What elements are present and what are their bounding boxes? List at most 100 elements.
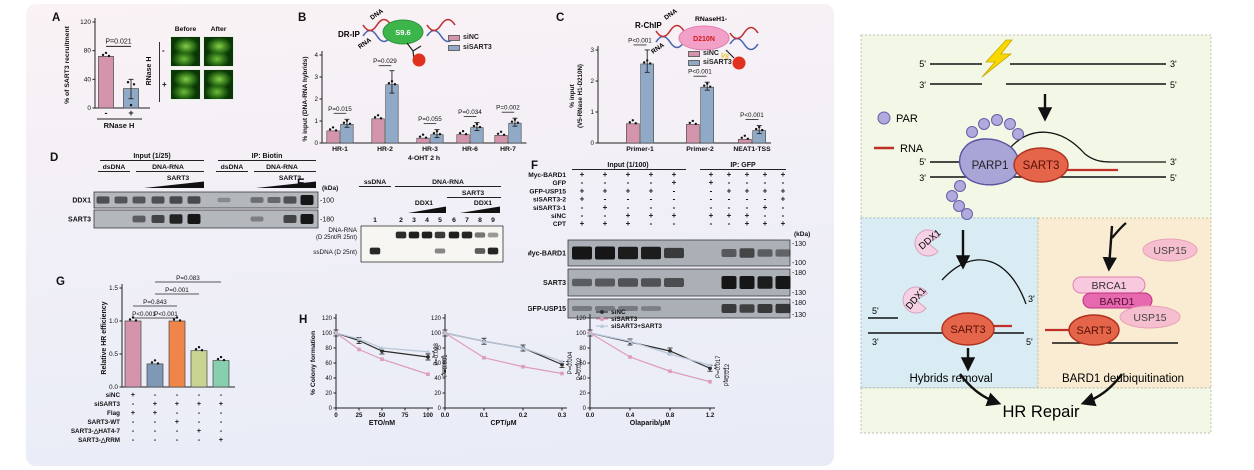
condition-sign: - — [176, 390, 179, 399]
condition-sign: - — [746, 178, 749, 187]
condition-sign: - — [220, 426, 223, 435]
data-point — [740, 136, 743, 139]
protein-band — [618, 305, 638, 312]
condition-sign: + — [649, 211, 654, 220]
y-axis-label: % input — [569, 83, 576, 107]
protein-band — [721, 276, 737, 289]
data-point — [356, 336, 362, 341]
par-icon — [991, 114, 1003, 126]
y-tick-label: 40 — [325, 376, 332, 382]
condition-sign: + — [219, 399, 224, 408]
blot-group-header: Input (1/25) — [133, 153, 170, 160]
data-point — [216, 357, 220, 361]
bar — [212, 360, 230, 388]
y-tick-label: 20 — [325, 391, 332, 397]
y-tick-label: 0 — [314, 140, 318, 147]
condition-sign: + — [709, 170, 714, 179]
strand-label: 3' — [919, 80, 926, 90]
protein-band — [114, 196, 128, 204]
data-point — [387, 82, 391, 85]
condition-sign: - — [710, 186, 713, 195]
lane-number: 5 — [438, 217, 442, 224]
data-point — [132, 83, 136, 86]
lightning-icon — [981, 39, 1013, 78]
strand-label: 3' — [1170, 59, 1177, 69]
p-value-label: P=0.002 — [496, 105, 520, 112]
condition-sign: + — [781, 186, 786, 195]
protein-band — [187, 196, 201, 204]
p-value-label: P=0.012 — [725, 363, 731, 386]
data-point — [464, 132, 468, 136]
protein-band — [775, 303, 791, 314]
y-tick-label: 40 — [434, 376, 441, 382]
protein-band — [151, 196, 165, 204]
dna-label: DNA — [663, 8, 679, 22]
blot-row-label: Myc-BARD1 — [528, 251, 566, 258]
legend-marker — [600, 317, 604, 321]
kda-marker: -180 — [792, 300, 806, 307]
data-line — [444, 332, 563, 375]
condition-sign: + — [745, 211, 750, 220]
rnaseh1-blob — [678, 25, 730, 51]
protein-band — [461, 231, 473, 239]
protein-band — [369, 247, 381, 255]
brca1-label: BRCA1 — [1091, 280, 1126, 292]
condition-sign: - — [728, 195, 731, 204]
condition-sign: + — [727, 211, 732, 220]
y-tick-label: 2 — [590, 78, 594, 85]
data-point — [194, 348, 198, 351]
rchip-schematic: R-ChIP DNA RNA RNaseH1- D210N V5 — [635, 8, 759, 70]
protein-band — [187, 214, 201, 224]
legend-sinc: siNC — [688, 50, 719, 57]
bar — [686, 124, 700, 144]
bar — [190, 350, 208, 388]
data-point — [222, 358, 226, 362]
bead-icon — [732, 56, 746, 70]
x-tick-label: 25 — [356, 413, 363, 419]
protein-band — [641, 278, 661, 287]
condition-sign: + — [763, 186, 768, 195]
p-value-label: P=0.002 — [577, 357, 583, 380]
par-icon — [978, 118, 990, 130]
dna-helix-icon — [655, 24, 685, 38]
par-icon — [946, 190, 958, 202]
data-line — [335, 332, 429, 375]
condition-sign: + — [175, 417, 180, 426]
protein-band — [739, 276, 755, 289]
condition-label: SART3-△RRM — [78, 437, 120, 444]
protein-band — [572, 278, 592, 287]
data-point — [426, 372, 430, 377]
condition-sign: + — [153, 408, 158, 417]
x-tick-label: HR-1 — [332, 146, 348, 153]
condition-sign: + — [763, 203, 768, 212]
kda-marker: -180 — [320, 217, 334, 224]
data-line — [589, 332, 711, 366]
panel-label-c: C — [556, 12, 565, 24]
hr-repair-arrow — [1080, 373, 1123, 407]
x-tick-label: 100 — [423, 413, 434, 419]
p-value-label: P=0.083 — [176, 275, 200, 282]
p-value-label: P=0.034 — [458, 109, 482, 116]
condition-sign: - — [650, 178, 653, 187]
sart3-label: SART3 — [1076, 325, 1111, 337]
gel-row-label: ssDNA (D 25nt) — [313, 249, 357, 256]
condition-sign: + — [580, 186, 585, 195]
data-point — [129, 103, 133, 107]
gel-row-label: DNA-RNA — [328, 227, 357, 234]
protein-band — [775, 249, 791, 257]
condition-sign: - — [198, 408, 201, 417]
legend-sisart3: siSART3 — [448, 44, 492, 51]
par-icon — [1012, 128, 1024, 140]
legend-label: siSART3+SART3 — [611, 323, 662, 330]
y-tick-label: 80 — [579, 346, 586, 352]
y-tick-label: 100 — [576, 331, 587, 337]
dna-helix-icon — [655, 35, 685, 49]
bar — [326, 130, 340, 144]
condition-sign: - — [782, 211, 785, 220]
data-point — [333, 330, 339, 335]
condition-sign: - — [627, 178, 630, 187]
data-point — [496, 132, 500, 135]
blot-group-header: Input (1/100) — [607, 162, 648, 169]
protein-band — [595, 246, 615, 260]
condition-sign: - — [710, 203, 713, 212]
